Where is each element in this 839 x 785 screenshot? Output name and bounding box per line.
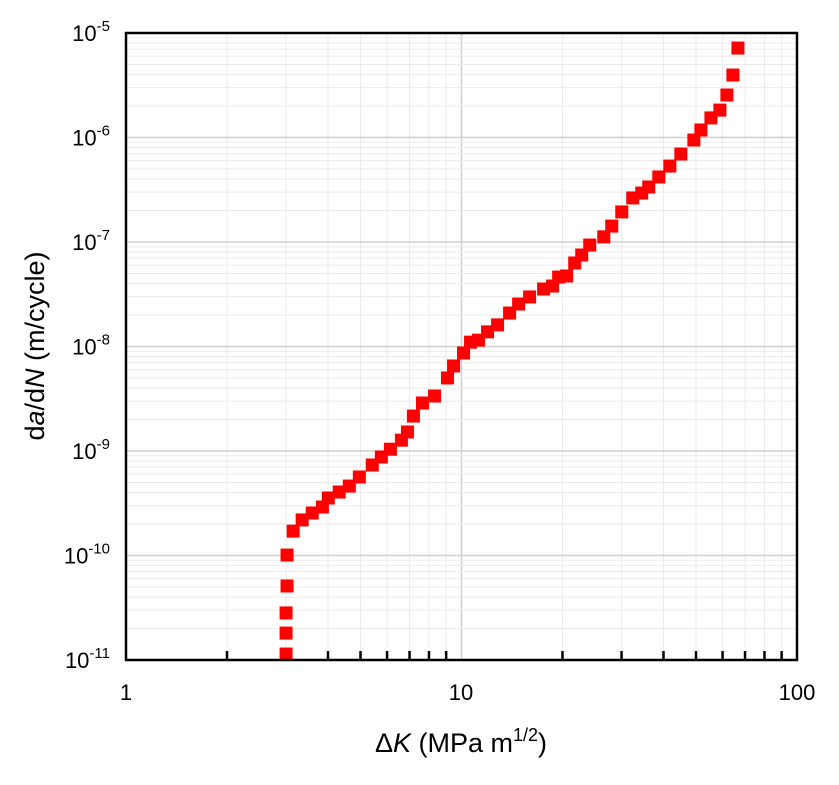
data-point: [305, 506, 319, 520]
x-tick-label: 100: [779, 680, 816, 705]
data-point: [713, 103, 727, 117]
data-point: [726, 68, 740, 82]
y-tick-label: 10-6: [72, 123, 110, 151]
data-point: [481, 325, 495, 339]
data-point: [383, 442, 397, 456]
data-point: [642, 180, 656, 194]
y-tick-labels: 10-5 10-6 10-7 10-8 10-9 10-10 10-11: [64, 18, 110, 673]
data-point: [731, 41, 745, 55]
data-point: [560, 269, 574, 283]
data-point: [352, 470, 366, 484]
data-point: [694, 123, 708, 137]
data-point: [720, 88, 734, 102]
x-tick-labels: 1 10 100: [120, 680, 815, 705]
data-point: [447, 359, 461, 373]
data-point: [321, 491, 335, 505]
data-points: [279, 41, 745, 661]
y-tick-label: 10-9: [72, 436, 110, 464]
y-tick-label: 10-11: [65, 645, 110, 673]
data-point: [575, 248, 589, 262]
y-tick-label: 10-7: [72, 227, 110, 255]
data-point: [295, 513, 309, 527]
data-point: [279, 647, 293, 661]
data-point: [687, 133, 701, 147]
data-point: [615, 205, 629, 219]
data-point: [279, 626, 293, 640]
x-tick-label: 10: [449, 680, 473, 705]
data-point: [280, 579, 294, 593]
data-point: [523, 290, 537, 304]
data-point: [406, 409, 420, 423]
data-point: [652, 170, 666, 184]
data-point: [583, 238, 597, 252]
data-point: [279, 606, 293, 620]
data-point: [428, 389, 442, 403]
grid: [125, 33, 797, 661]
x-axis-ticks: [225, 651, 783, 660]
data-point: [400, 425, 414, 439]
data-point: [512, 297, 526, 311]
plot-frame: [124, 31, 799, 662]
data-point: [342, 479, 356, 493]
data-point: [457, 346, 471, 360]
data-point: [286, 524, 300, 538]
data-point: [663, 159, 677, 173]
data-point: [440, 371, 454, 385]
x-tick-label: 1: [120, 680, 132, 705]
data-point: [332, 485, 346, 499]
data-point: [491, 318, 505, 332]
y-tick-label: 10-10: [64, 541, 110, 569]
y-axis-title: da/dN (m/cycle): [20, 251, 50, 440]
data-point: [280, 548, 294, 562]
data-point: [605, 219, 619, 233]
x-axis-title: ΔK (MPa m1/2): [375, 725, 547, 758]
data-point: [674, 147, 688, 161]
y-tick-label: 10-8: [72, 332, 110, 360]
y-tick-label: 10-5: [72, 18, 110, 46]
data-point: [597, 230, 611, 244]
data-point: [415, 396, 429, 410]
